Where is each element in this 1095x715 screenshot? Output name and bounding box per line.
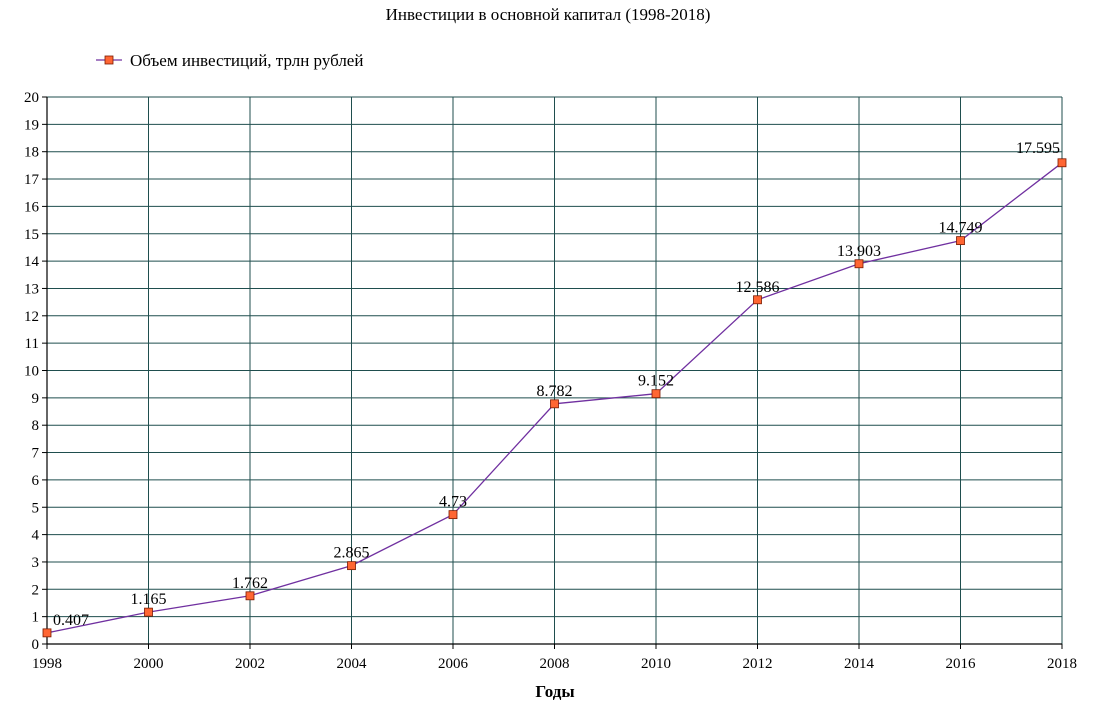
y-tick-label: 6: [32, 473, 40, 489]
data-point: [42, 628, 52, 638]
data-point: [347, 561, 356, 571]
grid: [46, 96, 1063, 645]
data-label: 17.595: [1016, 140, 1060, 157]
x-tick-label: 2006: [438, 656, 469, 672]
x-tick-label: 2012: [743, 656, 773, 672]
y-tick-label: 20: [24, 90, 39, 106]
data-point: [550, 399, 559, 409]
y-tick-label: 1: [32, 610, 40, 626]
x-tick-label: 2002: [235, 656, 265, 672]
y-tick-label: 17: [24, 172, 40, 188]
y-tick-label: 7: [32, 446, 40, 462]
y-tick-label: 9: [32, 391, 40, 407]
data-label: 14.749: [939, 220, 983, 237]
y-tick-label: 10: [24, 364, 39, 380]
series-layer: [42, 158, 1067, 638]
y-tick-label: 0: [32, 637, 40, 653]
data-point: [854, 259, 864, 269]
y-tick-label: 16: [24, 199, 40, 215]
data-point: [144, 607, 153, 617]
legend: Объем инвестиций, трлн рублей: [96, 51, 363, 70]
data-label: 13.903: [837, 243, 881, 260]
data-label: 4.73: [439, 494, 467, 511]
y-tick-label: 15: [24, 227, 39, 243]
y-tick-label: 11: [25, 336, 39, 352]
data-label: 0.407: [53, 612, 89, 629]
y-tick-label: 14: [24, 254, 40, 270]
x-tick-label: 2008: [540, 656, 570, 672]
x-tick-label: 2018: [1047, 656, 1077, 672]
data-point: [245, 591, 255, 601]
legend-marker: [104, 55, 114, 65]
data-label: 1.762: [232, 575, 268, 592]
data-point: [651, 389, 661, 399]
y-tick-label: 18: [24, 145, 39, 161]
y-tick-label: 5: [32, 500, 40, 516]
x-tick-label: 2016: [946, 656, 977, 672]
x-tick-label: 1998: [32, 656, 62, 672]
data-label: 12.586: [736, 279, 780, 296]
chart-title: Инвестиции в основной капитал (1998-2018…: [386, 5, 711, 24]
data-label: 1.165: [131, 591, 167, 608]
legend-label: Объем инвестиций, трлн рублей: [130, 51, 363, 70]
y-tick-label: 2: [32, 582, 40, 598]
x-tick-label: 2010: [641, 656, 671, 672]
data-point: [956, 236, 965, 246]
data-point: [1057, 158, 1067, 168]
y-tick-label: 8: [32, 418, 40, 434]
x-axis-label: Годы: [535, 682, 574, 701]
y-tick-label: 3: [32, 555, 40, 571]
data-label: 8.782: [537, 383, 573, 400]
data-labels: 0.407 1.165 1.762 2.865 4.73 8.782 9.152 12.586…: [53, 140, 1060, 629]
data-label: 2.865: [334, 545, 370, 562]
y-tick-label: 13: [24, 281, 39, 297]
data-label: 9.152: [638, 373, 674, 390]
data-point: [448, 510, 458, 520]
x-tick-label: 2014: [844, 656, 875, 672]
y-tick-label: 19: [24, 117, 39, 133]
x-tick-label: 2000: [134, 656, 164, 672]
x-tick-label: 2004: [337, 656, 368, 672]
data-point: [753, 295, 762, 305]
y-tick-label: 4: [32, 528, 40, 544]
y-tick-label: 12: [24, 309, 39, 325]
